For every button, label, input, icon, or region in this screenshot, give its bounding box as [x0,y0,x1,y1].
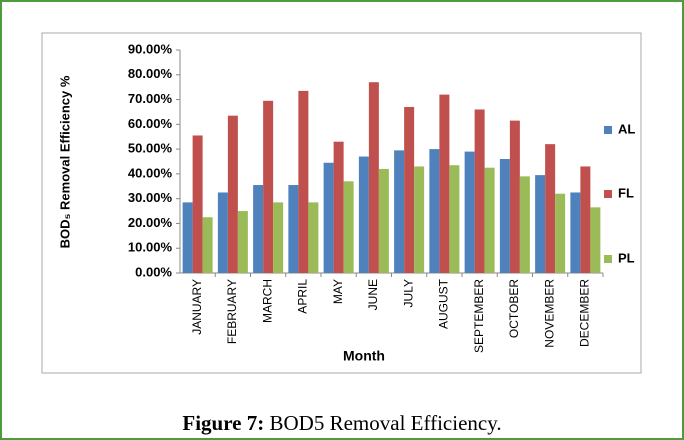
bar [298,90,309,273]
bar [590,207,601,273]
legend-swatch [604,255,612,263]
bar [429,149,440,273]
bar [555,193,566,273]
y-tick-label: 70.00% [128,91,173,106]
bar [439,94,450,273]
y-tick-label: 20.00% [128,215,173,230]
bar [288,185,299,273]
bar [343,181,354,273]
bar [323,162,334,273]
y-tick-label: 0.00% [135,264,172,279]
legend-label: AL [618,121,635,136]
bar [358,156,369,273]
x-tick-label: JUNE [366,279,380,310]
bar [182,202,193,273]
bar [404,106,415,273]
caption-label: Figure 7: [182,411,265,435]
y-tick-label: 50.00% [128,141,173,156]
y-tick-label: 60.00% [128,116,173,131]
bar [237,211,248,273]
bar [378,168,389,273]
bar [535,175,546,273]
bar [414,166,425,273]
bar [474,109,485,273]
bar [202,217,213,273]
bar [273,202,284,273]
y-tick-label: 30.00% [128,190,173,205]
x-axis-label: Month [343,348,385,364]
legend-label: PL [618,250,635,265]
x-tick-label: MARCH [260,279,274,323]
x-tick-label: FEBRUARY [225,279,239,344]
y-tick-label: 90.00% [128,41,173,56]
bar [580,166,591,273]
x-tick-label: NOVEMBER [542,279,556,348]
bar [263,100,274,274]
caption-text: BOD5 Removal Efficiency. [269,411,502,435]
bar [509,120,520,273]
bar [192,135,203,273]
bar [217,192,228,273]
x-tick-label: MAY [331,279,345,304]
bar [570,192,581,273]
caption: Figure 7: BOD5 Removal Efficiency. [0,411,684,436]
y-axis-label: BOD₅ Removal Efficiency % [57,75,72,248]
bar [499,159,510,273]
bar [394,150,405,273]
x-tick-label: AUGUST [437,278,451,329]
legend-label: FL [618,185,634,200]
y-tick-label: 80.00% [128,66,173,81]
bar [368,82,379,273]
legend-swatch [604,190,612,198]
x-tick-label: JANUARY [190,279,204,335]
bar [308,202,319,273]
legend-swatch [604,126,612,134]
bar [253,185,264,273]
bar [484,167,495,273]
bar [545,144,556,273]
x-tick-label: SEPTEMBER [472,279,486,353]
x-tick-label: JULY [401,279,415,307]
bar [519,176,530,273]
y-tick-label: 40.00% [128,165,173,180]
bar [227,115,238,274]
bar [464,151,475,273]
y-tick-label: 10.00% [128,240,173,255]
x-tick-label: DECEMBER [578,279,592,347]
bar [333,141,344,273]
x-tick-label: APRIL [296,279,310,314]
x-tick-label: OCTOBER [507,279,521,338]
bar [449,165,460,273]
